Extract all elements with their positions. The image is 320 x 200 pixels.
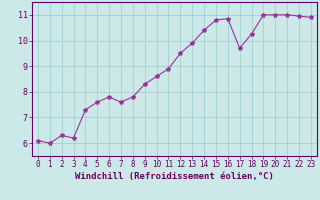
X-axis label: Windchill (Refroidissement éolien,°C): Windchill (Refroidissement éolien,°C) <box>75 172 274 181</box>
